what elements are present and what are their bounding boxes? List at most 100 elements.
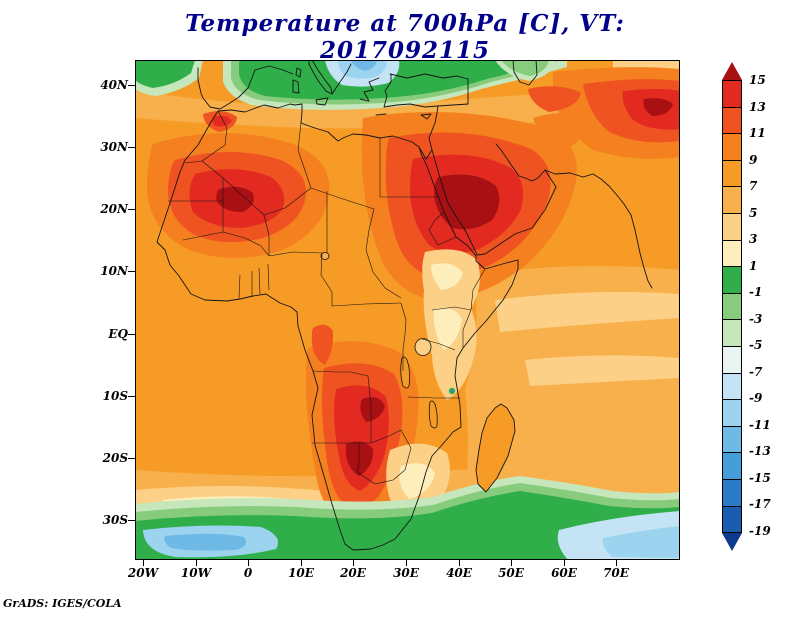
- warm-region-west-africa: [147, 111, 330, 258]
- contour-fills: [135, 60, 680, 560]
- colorbar-cell: [723, 212, 741, 240]
- colorbar-label: -3: [749, 312, 763, 326]
- colorbar-label: -9: [749, 391, 763, 405]
- colorbar-label: -1: [749, 285, 763, 299]
- y-axis-label: 40N: [100, 78, 128, 92]
- colorbar-label: 7: [749, 179, 758, 193]
- colorbar-cell: [723, 133, 741, 160]
- colorbar-label: -19: [749, 524, 771, 538]
- y-axis-tick: [128, 85, 135, 86]
- colorbar-label: -15: [749, 471, 771, 485]
- lake-malawi: [428, 400, 438, 429]
- sardinia: [292, 79, 300, 94]
- colorbar-cell: [723, 81, 741, 107]
- colorbar-label: -7: [749, 365, 763, 379]
- turkey-coast: [383, 73, 469, 108]
- colorbar-cell: [723, 292, 741, 320]
- cool-band-south: [135, 476, 680, 560]
- x-axis-tick: [248, 560, 249, 566]
- y-axis-label: 20N: [100, 202, 128, 216]
- y-axis-tick: [128, 520, 135, 521]
- coastlines: [156, 59, 653, 551]
- crete: [375, 113, 387, 116]
- sinai-levant-coast: [418, 105, 439, 160]
- y-axis-tick: [128, 147, 135, 148]
- x-axis-label: 40E: [446, 566, 472, 580]
- adriatic-east-coast: [331, 63, 352, 95]
- iran-pakistan-coast: [544, 169, 653, 289]
- x-axis-tick: [511, 560, 512, 566]
- y-axis-label: 30S: [102, 513, 128, 527]
- madagascar-fill: [476, 404, 515, 492]
- y-axis-label: 20S: [102, 451, 128, 465]
- y-axis-tick: [128, 396, 135, 397]
- y-axis-tick: [128, 458, 135, 459]
- colorbar-cell: [723, 452, 741, 479]
- y-axis-tick: [128, 209, 135, 210]
- red-sea-east-coast: [431, 149, 478, 256]
- lake-chad: [320, 252, 330, 260]
- y-axis-tick: [128, 334, 135, 335]
- x-axis-label: 20E: [340, 566, 366, 580]
- x-axis-label: 30E: [393, 566, 419, 580]
- colorbar-cells: [722, 80, 742, 533]
- x-axis-tick: [459, 560, 460, 566]
- chart-title: Temperature at 700hPa [C], VT: 201709211…: [185, 10, 625, 64]
- colorbar-cell: [723, 372, 741, 400]
- map-plot-area: [135, 59, 680, 560]
- colorbar-label: 9: [749, 153, 758, 167]
- colorbar-cell: [723, 399, 741, 426]
- cool-region-east-africa: [422, 249, 480, 400]
- black-sea-coast: [389, 73, 469, 80]
- colorbar-cell: [723, 319, 741, 346]
- x-axis-tick: [616, 560, 617, 566]
- italy-coast: [308, 59, 333, 95]
- colorbar-label: -17: [749, 497, 771, 511]
- x-axis-label: 0: [243, 566, 253, 580]
- colorbar-label: 13: [749, 100, 766, 114]
- warm-region-iran: [528, 67, 680, 159]
- y-axis-tick: [128, 271, 135, 272]
- x-axis-label: 10W: [180, 566, 212, 580]
- x-axis-tick: [196, 560, 197, 566]
- x-axis-tick: [143, 560, 144, 566]
- country-borders: [168, 110, 486, 485]
- y-axis-label: 30N: [100, 140, 128, 154]
- x-axis-label: 70E: [603, 566, 629, 580]
- colorbar-cell: [723, 186, 741, 213]
- y-axis-label: 10N: [100, 264, 128, 278]
- x-axis-label: 50E: [498, 566, 524, 580]
- colorbar-cell: [723, 266, 741, 293]
- highland-cold-spot-core: [450, 389, 454, 393]
- colorbar-label: -5: [749, 338, 763, 352]
- colorbar-cell: [723, 239, 741, 267]
- colorbar-cell: [723, 106, 741, 134]
- madagascar-coastline: [475, 403, 516, 493]
- x-axis-label: 20W: [127, 566, 159, 580]
- temperature-contour-map: [135, 59, 680, 560]
- greece-coast: [359, 77, 380, 102]
- colorbar-cell: [723, 159, 741, 187]
- colorbar: [722, 62, 742, 551]
- x-axis-tick: [406, 560, 407, 566]
- colorbar-label: 1: [749, 259, 758, 273]
- colorbar-label: 11: [749, 126, 766, 140]
- lake-victoria: [414, 338, 432, 356]
- africa-coastline: [156, 103, 519, 551]
- caspian-sea: [512, 59, 538, 86]
- plot-frame: [135, 60, 680, 560]
- x-axis-label: 10E: [288, 566, 314, 580]
- warm-region-arabia: [361, 111, 587, 302]
- sicily: [315, 97, 329, 106]
- x-axis-tick: [353, 560, 354, 566]
- colorbar-arrow-down: [722, 533, 742, 551]
- grads-credit: GrADS: IGES/COLA: [3, 597, 122, 610]
- corsica: [295, 67, 302, 78]
- colorbar-label: 3: [749, 232, 758, 246]
- cool-band-north: [135, 60, 567, 110]
- colorbar-cell: [723, 505, 741, 533]
- colorbar-label: 15: [749, 73, 766, 87]
- colorbar-label: 5: [749, 206, 758, 220]
- colorbar-label: -13: [749, 444, 771, 458]
- colorbar-cell: [723, 345, 741, 373]
